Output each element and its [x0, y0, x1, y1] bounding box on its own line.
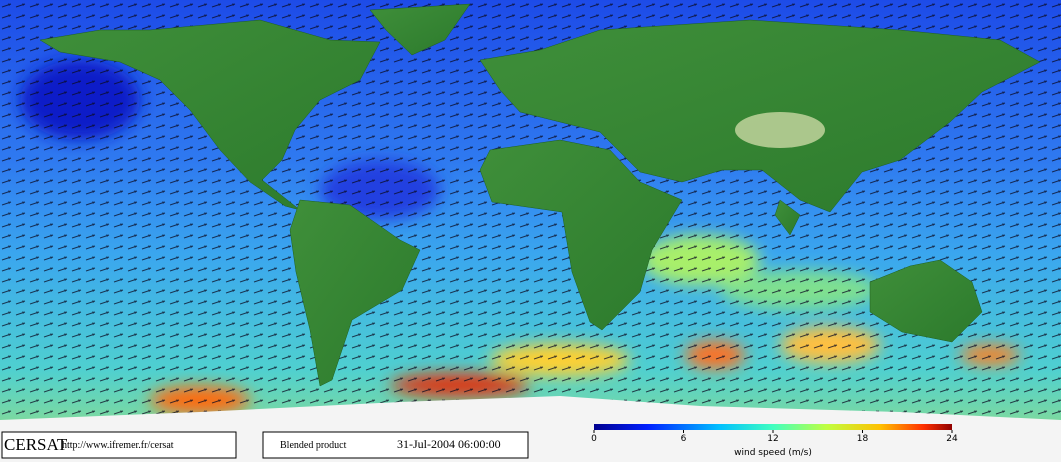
colorbar-label: wind speed (m/s) [734, 448, 812, 458]
product-box [262, 431, 529, 459]
plateau [735, 112, 825, 148]
colorbar-ticks: 0 6 12 18 24 [591, 430, 958, 444]
colorbar-tick-label: 6 [681, 434, 687, 444]
url: http://www.ifremer.fr/cersat [62, 440, 174, 451]
credit-box [1, 431, 237, 459]
colorbar-tick-label: 24 [946, 434, 958, 444]
colorbar-tick-label: 12 [767, 434, 778, 444]
colorbar-tick-label: 0 [591, 434, 597, 444]
colorbar-tick-label: 18 [857, 434, 869, 444]
product: Blended product [280, 440, 347, 451]
colorbar [594, 424, 952, 430]
date: 31-Jul-2004 06:00:00 [397, 437, 501, 451]
brand: CERSAT [4, 435, 68, 454]
